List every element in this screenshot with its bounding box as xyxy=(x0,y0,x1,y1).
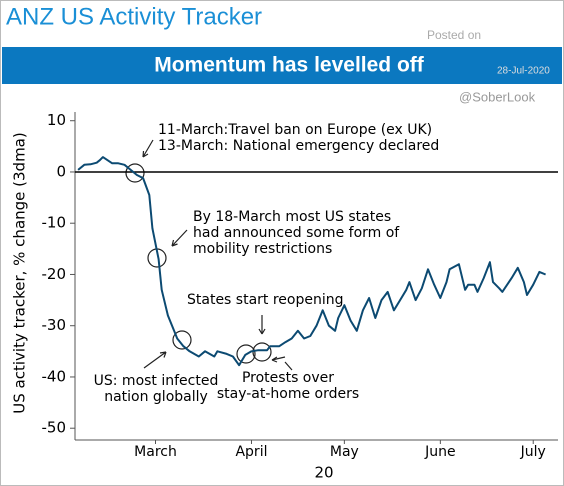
banner xyxy=(2,47,562,84)
watermark: 28-Jul-2020 xyxy=(497,66,550,77)
annotation: stay-at-home orders xyxy=(217,386,359,402)
y-tick-label: 10 xyxy=(47,111,66,129)
title: ANZ US Activity Tracker xyxy=(6,3,262,30)
y-tick-label: -20 xyxy=(42,265,67,283)
annotation: Protests over xyxy=(242,370,334,386)
y-tick-label: -40 xyxy=(42,367,67,385)
arrow xyxy=(258,315,266,335)
annotation: mobility restrictions xyxy=(193,241,332,257)
arrow xyxy=(271,356,278,363)
x-tick-label: March xyxy=(134,444,177,460)
annotation: 11-March:Travel ban on Europe (ex UK) xyxy=(158,122,432,138)
arrow xyxy=(271,356,293,371)
x-tick-label: April xyxy=(235,444,267,460)
highlight-circle xyxy=(125,163,145,183)
x-tick-label: June xyxy=(424,444,456,460)
y-tick-label: -10 xyxy=(42,214,67,232)
data-line xyxy=(77,156,546,367)
arrow xyxy=(142,139,154,158)
annotation: US: most infected xyxy=(94,373,219,389)
annotation: States start reopening xyxy=(187,292,344,308)
watermark: Posted on xyxy=(427,28,481,42)
annotation: had announced some form of xyxy=(193,225,400,241)
x-axis-label: 20 xyxy=(314,464,333,482)
annotation-marks xyxy=(125,139,293,371)
arrow xyxy=(171,229,188,247)
highlight-circle xyxy=(236,344,256,364)
credit: @SoberLook xyxy=(459,89,536,104)
highlight-circle xyxy=(172,330,192,350)
y-axis-label: US activity tracker, % change (3dma) xyxy=(11,132,29,413)
x-tick-label: May xyxy=(330,444,359,460)
y-tick-label: -30 xyxy=(42,316,67,334)
x-tick-label: July xyxy=(520,444,546,460)
banner-text: Momentum has levelled off xyxy=(154,54,425,77)
annotation: 13-March: National emergency declared xyxy=(158,138,439,154)
arrow xyxy=(143,351,167,369)
y-tick-label: 0 xyxy=(56,162,66,180)
annotation: By 18-March most US states xyxy=(193,209,391,225)
y-tick-label: -50 xyxy=(42,419,67,437)
annotation: nation globally xyxy=(104,389,208,405)
